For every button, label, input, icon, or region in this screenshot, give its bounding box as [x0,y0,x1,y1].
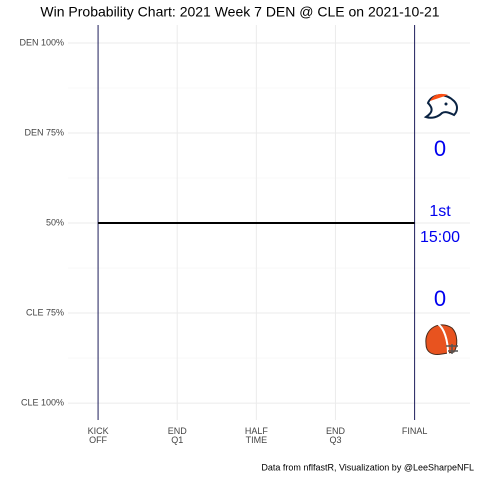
cle-logo [425,323,458,355]
den-logo [423,93,458,119]
y-tick-label: CLE 100% [21,397,64,407]
x-tick-label: END Q3 [326,426,346,445]
x-tick-label: HALF TIME [245,426,269,445]
caption: Data from nflfastR, Visualization by @Le… [261,462,474,472]
x-tick-label: END Q1 [168,426,188,445]
x-tick-label: KICK OFF [88,426,109,445]
y-tick-label: CLE 75% [26,307,64,317]
quarter: 1st [429,203,451,220]
away-score: 0 [434,136,446,161]
chart-title: Win Probability Chart: 2021 Week 7 DEN @… [40,4,439,20]
y-tick-label: 50% [46,217,64,227]
y-tick-label: DEN 75% [24,127,64,137]
clock: 15:00 [420,229,460,246]
y-tick-label: DEN 100% [19,37,64,47]
home-score: 0 [434,286,446,311]
x-tick-label: FINAL [402,426,428,436]
